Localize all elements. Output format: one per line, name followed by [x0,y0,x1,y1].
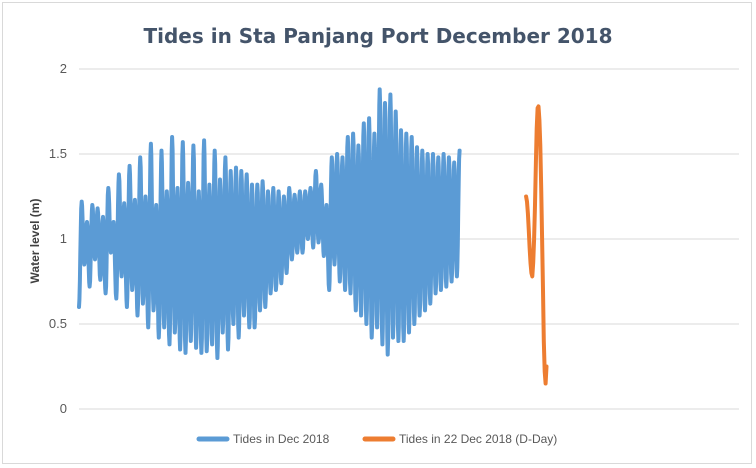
y-tick-label: 2 [60,61,67,76]
legend-label-1: Tides in Dec 2018 [233,432,330,446]
y-axis-title: Water level (m) [28,199,42,284]
y-tick-label: 0 [60,401,67,416]
legend: Tides in Dec 2018 Tides in 22 Dec 2018 (D… [196,432,557,446]
y-tick-label: 0.5 [49,316,67,331]
y-tick-label: 1.5 [49,146,67,161]
series-line-2 [524,104,549,386]
series-lines [77,87,549,386]
y-tick-labels: 0 0.5 1 1.5 2 [49,61,67,416]
series-line-1 [77,87,462,360]
legend-label-2: Tides in 22 Dec 2018 (D-Day) [399,432,557,446]
chart-svg: Tides in Sta Panjang Port December 2018 … [28,24,739,446]
chart-frame: Tides in Sta Panjang Port December 2018 … [2,2,752,464]
y-tick-label: 1 [60,231,67,246]
chart-title: Tides in Sta Panjang Port December 2018 [143,24,612,48]
